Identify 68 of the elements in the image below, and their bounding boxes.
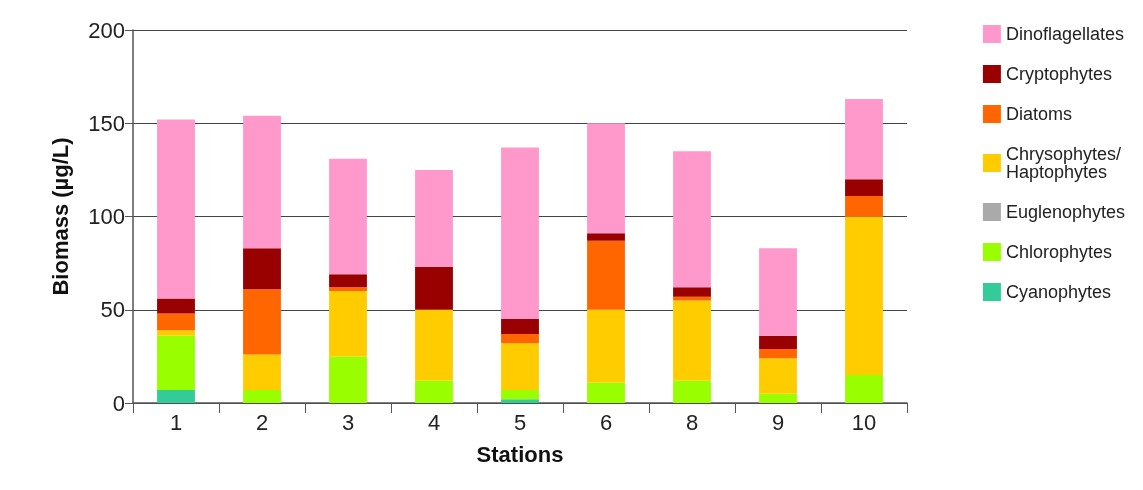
x-tick-label: 6: [599, 409, 613, 435]
bar: [243, 354, 281, 390]
x-tick-label: 3: [341, 409, 355, 435]
bar: [845, 179, 883, 196]
bar: [243, 289, 281, 355]
bar: [157, 335, 195, 390]
x-tick-label: 10: [851, 409, 877, 435]
bar: [329, 274, 367, 288]
bar: [157, 389, 195, 403]
x-tick-label: 1: [169, 409, 183, 435]
bar: [243, 115, 281, 249]
bar: [587, 382, 625, 403]
bar: [845, 99, 883, 180]
bar: [415, 266, 453, 310]
bar: [673, 380, 711, 403]
bar: [501, 147, 539, 320]
bar: [587, 309, 625, 383]
bar: [501, 319, 539, 334]
y-tick-label: 0: [112, 390, 125, 416]
y-tick-label: 50: [100, 297, 125, 323]
bar: [243, 248, 281, 290]
bar: [329, 291, 367, 357]
bar: [845, 375, 883, 403]
bar: [501, 334, 539, 344]
bar: [157, 298, 195, 314]
x-tick-label: 9: [771, 409, 785, 435]
bar: [845, 195, 883, 217]
x-tick-label: 4: [427, 409, 441, 435]
bar: [759, 248, 797, 336]
bar: [329, 287, 367, 292]
legend-label: Chlorophytes: [1005, 242, 1112, 262]
bar: [759, 335, 797, 349]
legend-label: Chrysophytes/Haptophytes: [1005, 144, 1121, 182]
bar: [673, 151, 711, 288]
bar: [501, 343, 539, 390]
bar: [415, 380, 453, 403]
legend-label: Dinoflagellates: [1005, 24, 1124, 44]
bar: [587, 233, 625, 241]
y-tick-label: 150: [88, 110, 125, 136]
legend-label: Euglenophytes: [1005, 202, 1125, 222]
bar: [243, 389, 281, 403]
bar: [157, 313, 195, 331]
y-tick-label: 200: [88, 17, 125, 43]
bar: [587, 240, 625, 310]
bar: [415, 169, 453, 267]
bar: [501, 399, 539, 403]
bar: [157, 330, 195, 336]
bar: [759, 393, 797, 403]
x-axis-title: Stations: [476, 441, 564, 467]
legend-label: Diatoms: [1005, 104, 1072, 124]
x-tick-label: 5: [513, 409, 527, 435]
legend-label: Cyanophytes: [1005, 282, 1111, 302]
bar: [845, 216, 883, 376]
y-tick-label: 100: [88, 204, 125, 229]
bar: [673, 300, 711, 381]
legend-label: Cryptophytes: [1005, 64, 1112, 84]
y-axis-title: Biomass (µg/L): [47, 137, 73, 296]
bar: [673, 287, 711, 297]
bar: [759, 358, 797, 394]
bar: [501, 389, 539, 400]
bar: [587, 123, 625, 234]
x-tick-label: 2: [255, 409, 269, 435]
x-tick-label: 8: [685, 409, 699, 435]
bar: [329, 356, 367, 403]
bar: [415, 309, 453, 381]
bar: [759, 348, 797, 359]
bar: [157, 119, 195, 299]
bar: [329, 158, 367, 275]
